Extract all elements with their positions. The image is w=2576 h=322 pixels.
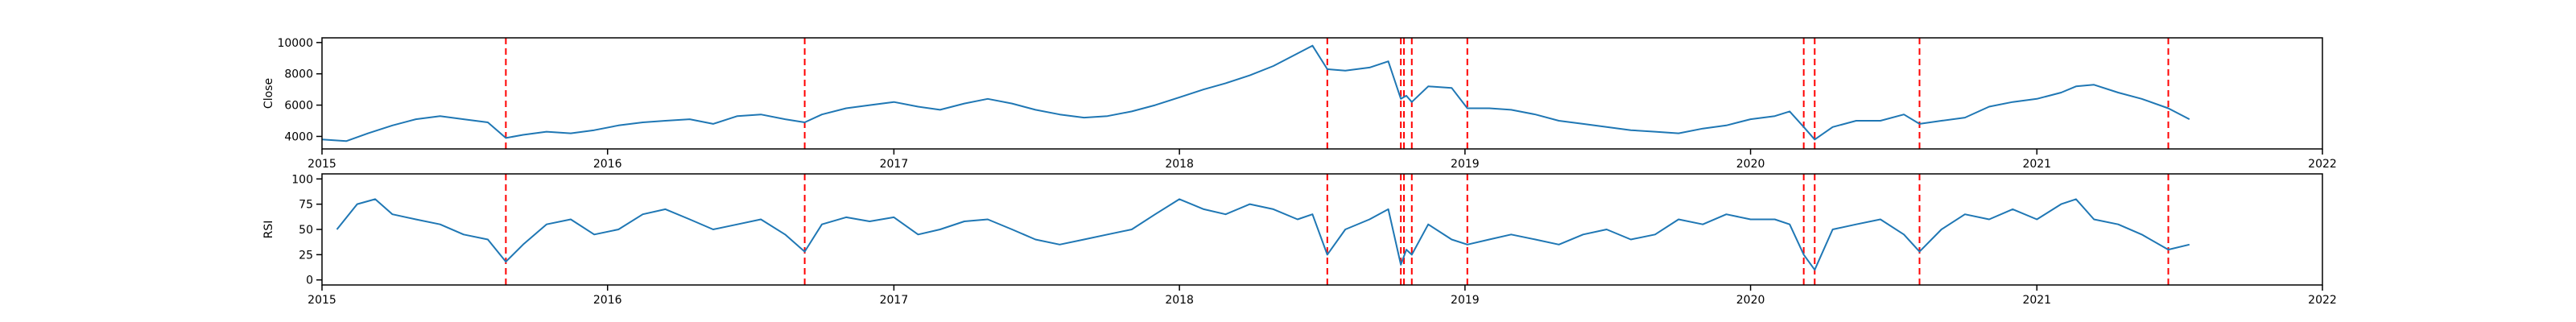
y-tick-label: 25: [299, 249, 313, 262]
y-tick-label: 50: [299, 224, 313, 237]
y-axis-label: Close: [262, 78, 275, 109]
x-tick-label: 2016: [593, 294, 622, 307]
y-tick-label: 10000: [277, 37, 313, 50]
x-tick-label: 2018: [1165, 158, 1194, 171]
x-tick-label: 2015: [308, 158, 336, 171]
x-tick-label: 2016: [593, 158, 622, 171]
y-tick-label: 6000: [284, 100, 313, 113]
y-tick-label: 0: [306, 275, 313, 287]
rsi-panel: 2015 2016 2017 2018 2019 2020 2021 2022 0 25 50 75 1…: [262, 173, 2337, 307]
x-tick-label: 2017: [880, 294, 909, 307]
y-axis-label: RSI: [262, 221, 275, 239]
x-tick-label: 2020: [1736, 294, 1765, 307]
x-tick-label: 2021: [2022, 158, 2051, 171]
y-tick-label: 100: [291, 173, 313, 186]
x-tick-label: 2019: [1451, 158, 1480, 171]
x-tick-label: 2020: [1736, 158, 1765, 171]
series-line-close: [321, 44, 2190, 142]
x-tick-label: 2022: [2308, 294, 2337, 307]
x-tick-label: 2021: [2022, 294, 2051, 307]
plot-frame: [321, 173, 2323, 286]
close-price-panel: 2015 2016 2017 2018 2019 2020 2021 2022 4000 6000…: [262, 37, 2337, 171]
y-tick-label: 8000: [284, 68, 313, 81]
series-line-rsi: [336, 198, 2190, 271]
x-tick-label: 2018: [1165, 294, 1194, 307]
x-tick-label: 2022: [2308, 158, 2337, 171]
x-tick-label: 2015: [308, 294, 336, 307]
x-tick-label: 2019: [1451, 294, 1480, 307]
y-tick-label: 4000: [284, 130, 313, 143]
plot-frame: [321, 37, 2323, 150]
y-tick-label: 75: [299, 199, 313, 212]
x-tick-label: 2017: [880, 158, 909, 171]
